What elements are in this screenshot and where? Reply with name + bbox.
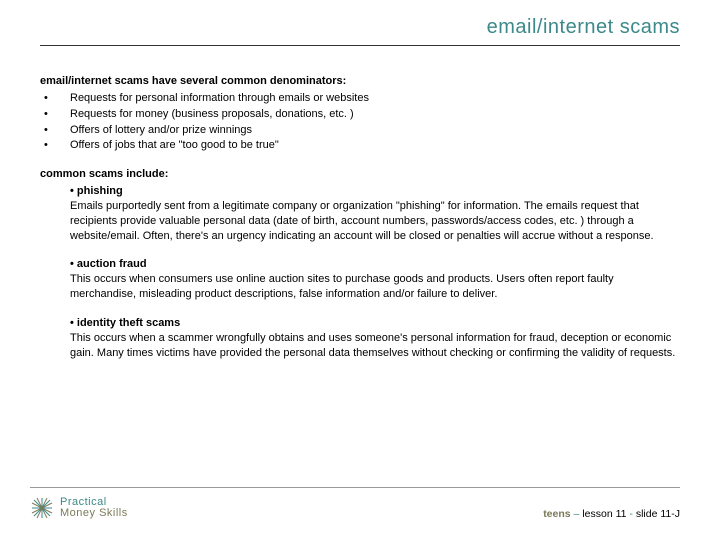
footnote: teens – lesson 11 - slide 11-J bbox=[543, 508, 680, 520]
footnote-dash: - bbox=[626, 508, 635, 520]
common-scams-heading: common scams include: bbox=[40, 167, 680, 182]
logo-text: Practical Money Skills bbox=[60, 497, 128, 519]
scam-title: • auction fraud bbox=[70, 257, 680, 272]
logo-icon bbox=[30, 496, 54, 520]
scam-title: • phishing bbox=[70, 184, 680, 199]
footnote-teens: teens bbox=[543, 508, 570, 520]
scams-list: • phishing Emails purportedly sent from … bbox=[40, 184, 680, 360]
scam-auction-fraud: • auction fraud This occurs when consume… bbox=[70, 257, 680, 302]
denominators-list: Requests for personal information throug… bbox=[40, 91, 680, 153]
scam-desc: Emails purportedly sent from a legitimat… bbox=[70, 199, 680, 244]
scam-title: • identity theft scams bbox=[70, 316, 680, 331]
logo-line-2: Money Skills bbox=[60, 508, 128, 519]
footnote-lesson: lesson 11 bbox=[582, 508, 626, 520]
footnote-dash: – bbox=[571, 508, 583, 520]
scam-identity-theft: • identity theft scams This occurs when … bbox=[70, 316, 680, 361]
scam-desc: This occurs when consumers use online au… bbox=[70, 272, 680, 302]
footnote-slide: slide 11-J bbox=[636, 508, 680, 520]
list-item: Requests for money (business proposals, … bbox=[40, 107, 680, 122]
list-item: Offers of jobs that are "too good to be … bbox=[40, 138, 680, 153]
scam-phishing: • phishing Emails purportedly sent from … bbox=[70, 184, 680, 243]
scam-desc: This occurs when a scammer wrongfully ob… bbox=[70, 331, 680, 361]
slide: email/internet scams email/internet scam… bbox=[0, 0, 720, 540]
body-content: email/internet scams have several common… bbox=[40, 74, 680, 375]
logo: Practical Money Skills bbox=[30, 496, 128, 520]
header: email/internet scams bbox=[40, 16, 680, 46]
list-item: Requests for personal information throug… bbox=[40, 91, 680, 106]
list-item: Offers of lottery and/or prize winnings bbox=[40, 123, 680, 138]
denominators-heading: email/internet scams have several common… bbox=[40, 74, 680, 89]
page-title: email/internet scams bbox=[487, 16, 680, 38]
footer: Practical Money Skills teens – lesson 11… bbox=[30, 487, 680, 520]
